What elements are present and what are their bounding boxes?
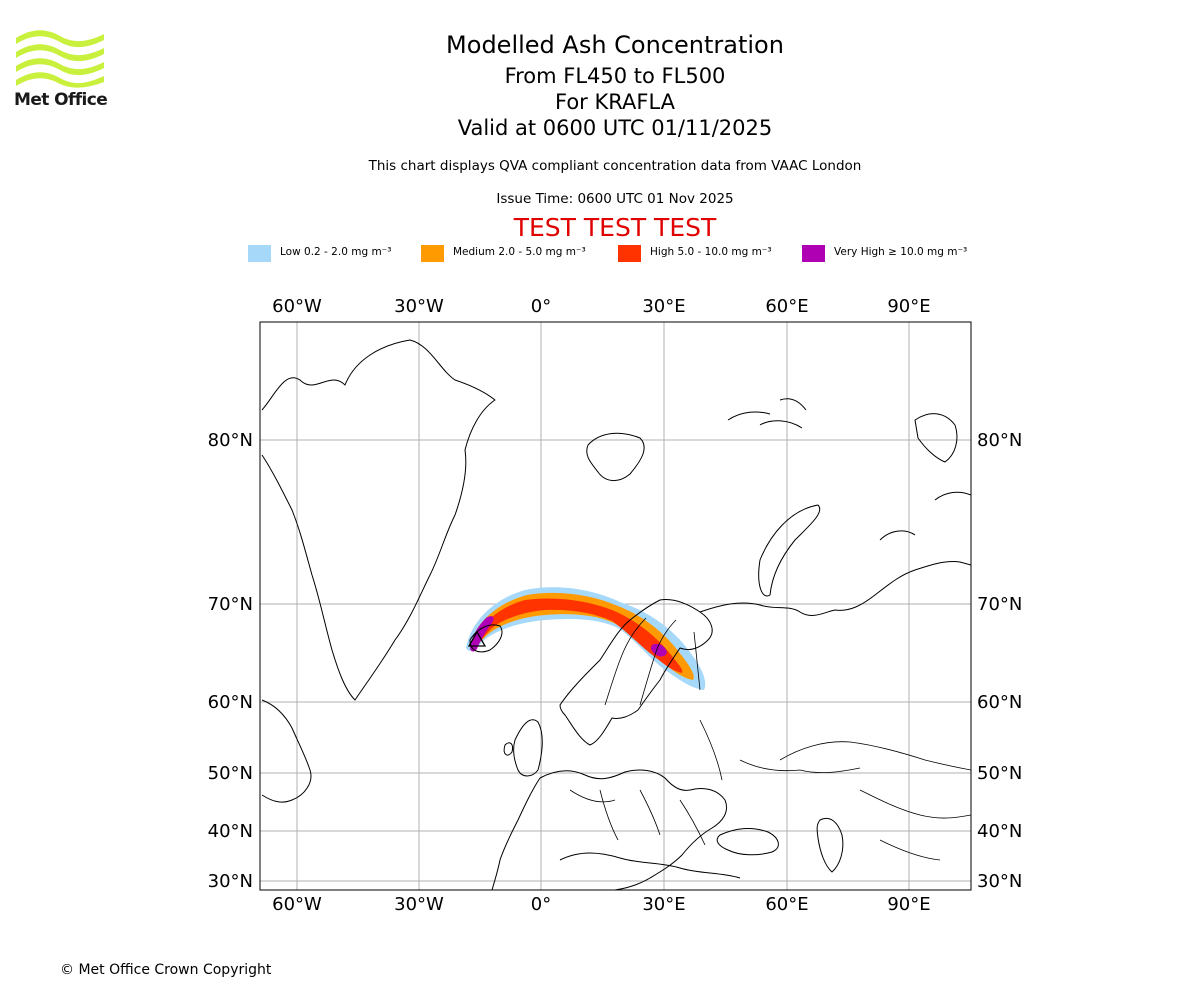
legend-label-very-high: Very High ≥ 10.0 mg m⁻³ bbox=[834, 246, 968, 258]
coast-caspian bbox=[816, 817, 844, 873]
coast-canada-east bbox=[261, 699, 312, 803]
coast-russia-north bbox=[699, 561, 971, 616]
volcano-marker-icon bbox=[467, 630, 487, 647]
gridlines bbox=[260, 322, 971, 890]
lat-label-left-60n: 60°N bbox=[208, 692, 253, 713]
map-frame bbox=[259, 321, 972, 891]
lat-label-right-40n: 40°N bbox=[977, 821, 1022, 842]
legend-swatch-high bbox=[618, 245, 641, 262]
ash-medium-zone bbox=[470, 592, 694, 680]
volcano-name: For KRAFLA bbox=[555, 90, 675, 114]
lon-label-bottom-30w: 30°W bbox=[394, 894, 444, 915]
lon-label-top-30w: 30°W bbox=[394, 296, 444, 317]
legend-label-medium: Medium 2.0 - 5.0 mg m⁻³ bbox=[453, 246, 586, 258]
legend-swatch-low bbox=[248, 245, 271, 262]
country-borders bbox=[569, 617, 971, 861]
coast-iceland bbox=[469, 624, 503, 653]
lon-label-bottom-30e: 30°E bbox=[642, 894, 685, 915]
lon-label-top-60w: 60°W bbox=[272, 296, 322, 317]
lat-label-right-30n: 30°N bbox=[977, 871, 1022, 892]
lat-label-right-70n: 70°N bbox=[977, 594, 1022, 615]
lon-label-bottom-90e: 90°E bbox=[887, 894, 930, 915]
met-office-logo: Met Office bbox=[14, 28, 108, 112]
coast-novaya-zemlya bbox=[758, 504, 821, 597]
coast-europe bbox=[491, 769, 727, 890]
coast-greenland bbox=[261, 339, 496, 701]
coast-scandinavia bbox=[559, 599, 713, 746]
map-content bbox=[260, 322, 971, 890]
legend-label-low: Low 0.2 - 2.0 mg m⁻³ bbox=[280, 246, 392, 258]
lon-label-bottom-60e: 60°E bbox=[765, 894, 808, 915]
border-norway-sweden bbox=[604, 617, 647, 706]
test-banner: TEST TEST TEST bbox=[513, 213, 717, 242]
logo-wordmark: Met Office bbox=[14, 90, 108, 110]
lat-label-right-80n: 80°N bbox=[977, 430, 1022, 451]
ash-very-high-zone bbox=[470, 616, 494, 652]
border-russia-kazakhstan bbox=[779, 741, 971, 771]
lat-label-left-50n: 50°N bbox=[208, 763, 253, 784]
valid-time: Valid at 0600 UTC 01/11/2025 bbox=[457, 116, 773, 140]
lon-label-top-90e: 90°E bbox=[887, 296, 930, 317]
ash-plume bbox=[466, 587, 706, 690]
coast-mediterranean bbox=[559, 852, 741, 879]
lon-label-bottom-0: 0° bbox=[531, 894, 551, 915]
lat-label-right-60n: 60°N bbox=[977, 692, 1022, 713]
coast-british-isles bbox=[503, 719, 543, 777]
met-office-waves-icon bbox=[16, 30, 104, 88]
coast-severnaya-zemlya bbox=[914, 413, 958, 463]
lon-label-bottom-60w: 60°W bbox=[272, 894, 322, 915]
lon-label-top-30e: 30°E bbox=[642, 296, 685, 317]
legend-swatch-very-high bbox=[802, 245, 825, 262]
coast-black-sea bbox=[716, 827, 779, 856]
issue-time: Issue Time: 0600 UTC 01 Nov 2025 bbox=[496, 191, 734, 207]
border-sweden-finland bbox=[639, 619, 677, 706]
coast-franz-josef bbox=[727, 398, 807, 429]
lat-label-left-80n: 80°N bbox=[208, 430, 253, 451]
lat-label-left-70n: 70°N bbox=[208, 594, 253, 615]
border-eastern-europe bbox=[699, 719, 861, 781]
border-central-europe bbox=[569, 789, 706, 846]
qva-note: This chart displays QVA compliant concen… bbox=[368, 158, 862, 174]
lat-label-left-40n: 40°N bbox=[208, 821, 253, 842]
ash-high-zone bbox=[473, 598, 683, 673]
coast-svalbard bbox=[586, 432, 645, 481]
lat-label-left-30n: 30°N bbox=[208, 871, 253, 892]
coast-asia-north bbox=[879, 491, 971, 541]
coastlines bbox=[261, 339, 971, 890]
lon-label-top-60e: 60°E bbox=[765, 296, 808, 317]
copyright-notice: © Met Office Crown Copyright bbox=[60, 962, 272, 978]
flight-level-range: From FL450 to FL500 bbox=[504, 64, 726, 88]
lat-label-right-50n: 50°N bbox=[977, 763, 1022, 784]
legend-swatch-medium bbox=[421, 245, 444, 262]
ash-very-high-zone-east bbox=[651, 643, 667, 657]
lon-label-top-0: 0° bbox=[531, 296, 551, 317]
border-central-asia bbox=[859, 789, 971, 861]
border-finland-russia bbox=[693, 631, 701, 691]
legend-label-high: High 5.0 - 10.0 mg m⁻³ bbox=[650, 246, 772, 258]
chart-title: Modelled Ash Concentration bbox=[446, 31, 784, 59]
